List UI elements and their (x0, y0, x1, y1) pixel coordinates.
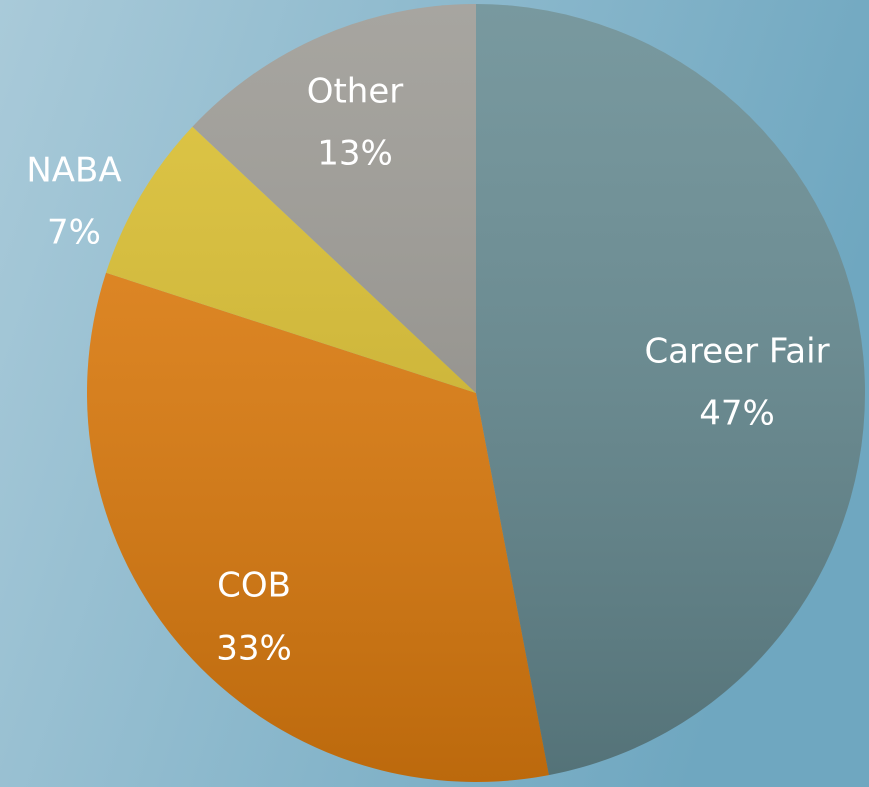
data-labels: Career Fair 47% COB 33% NABA 7% Other 13… (26, 72, 829, 669)
slice-label: Career Fair (644, 332, 829, 372)
slice-value-label: 13% (317, 134, 393, 174)
slice-label: Other (307, 72, 404, 112)
slice-value-label: 7% (47, 213, 101, 253)
slice-label: COB (217, 566, 291, 606)
slice-value-label: 47% (699, 394, 775, 434)
slice-label: NABA (26, 151, 121, 191)
slice-value-label: 33% (216, 629, 292, 669)
